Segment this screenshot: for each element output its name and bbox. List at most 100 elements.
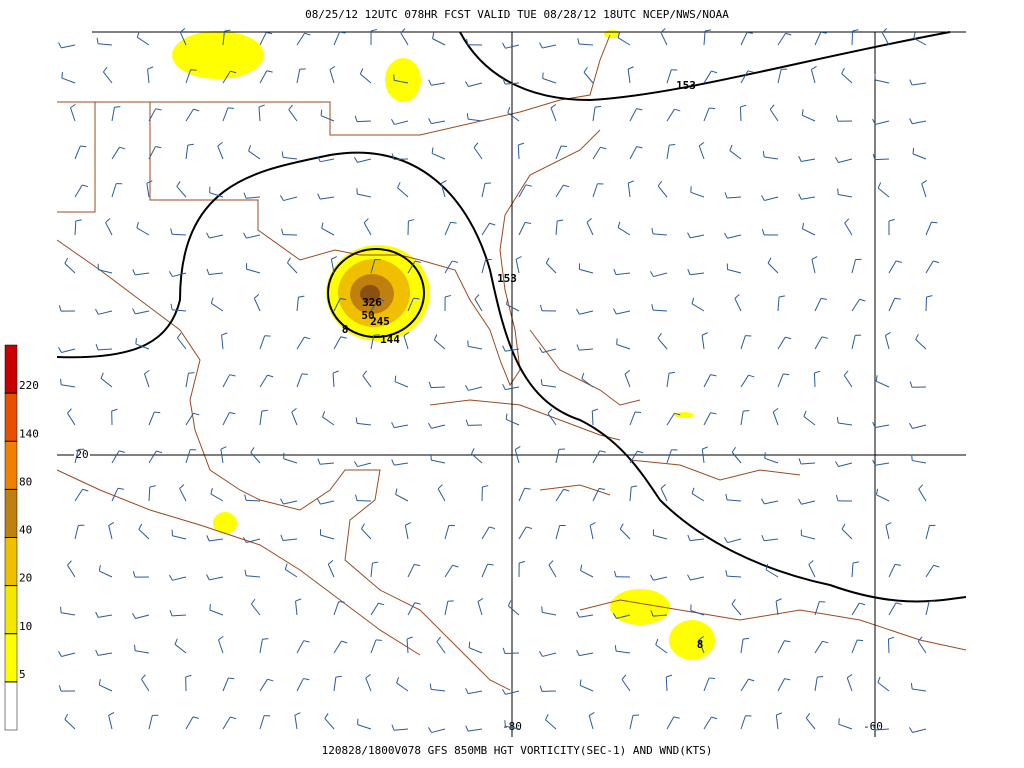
wind-barb-flag bbox=[852, 29, 859, 32]
wind-barb-flag bbox=[917, 636, 923, 642]
wind-barb bbox=[477, 601, 483, 616]
wind-barb-flag bbox=[588, 711, 595, 716]
wind-barb-flag bbox=[365, 673, 371, 679]
wind-barb-flag bbox=[258, 104, 265, 108]
wind-barb bbox=[740, 70, 749, 84]
wind-barb bbox=[579, 614, 594, 618]
wind-barb bbox=[444, 525, 450, 540]
wind-barb bbox=[440, 183, 446, 198]
wind-barb-flag bbox=[281, 151, 284, 158]
wind-barb bbox=[666, 373, 670, 388]
wind-barb-flag bbox=[502, 647, 506, 654]
wind-barb-flag bbox=[156, 450, 163, 454]
wind-barb-flag bbox=[836, 416, 839, 424]
wind-barb-flag bbox=[58, 305, 62, 312]
wind-barb-flag bbox=[471, 448, 475, 454]
wind-barb-flag bbox=[687, 534, 691, 541]
wind-barb-flag bbox=[95, 649, 99, 656]
wind-barb bbox=[431, 424, 446, 429]
wind-barb bbox=[185, 412, 194, 426]
wind-barb bbox=[838, 194, 853, 198]
wind-barb-flag bbox=[687, 232, 691, 239]
wind-barb bbox=[296, 32, 305, 46]
wind-barb-flag bbox=[229, 412, 236, 415]
wind-barb-flag bbox=[154, 411, 161, 414]
wind-barb bbox=[98, 269, 113, 274]
wind-barb bbox=[321, 227, 335, 236]
wind-barb-flag bbox=[70, 103, 76, 109]
wind-barb bbox=[259, 32, 267, 46]
wind-barb-flag bbox=[378, 298, 385, 302]
wind-barb-flag bbox=[217, 141, 223, 147]
wind-barb bbox=[291, 411, 298, 426]
wind-barb-flag bbox=[691, 297, 695, 304]
wind-barb bbox=[105, 222, 113, 236]
wind-barb bbox=[172, 272, 187, 278]
wind-barb-flag bbox=[660, 28, 666, 33]
wind-barb bbox=[690, 538, 705, 542]
wind-barb-flag bbox=[704, 29, 712, 32]
wind-barb-flag bbox=[465, 725, 469, 732]
wind-barb-flag bbox=[473, 142, 479, 148]
wind-barb-flag bbox=[614, 645, 617, 652]
wind-barb bbox=[111, 488, 119, 502]
wind-barb bbox=[912, 153, 927, 160]
wind-barb bbox=[616, 650, 631, 654]
wind-barb-flag bbox=[108, 522, 115, 526]
wind-barb bbox=[542, 44, 557, 49]
coastline bbox=[429, 399, 621, 441]
wind-barb bbox=[250, 452, 261, 464]
wind-barb-flag bbox=[185, 674, 192, 678]
wind-barb-flag bbox=[805, 712, 811, 719]
wind-barb-flag bbox=[525, 526, 533, 529]
wind-barb-flag bbox=[261, 409, 268, 412]
wind-barb bbox=[99, 684, 113, 692]
wind-barb-flag bbox=[466, 113, 469, 120]
wind-barb-flag bbox=[354, 156, 358, 163]
wind-barb-flag bbox=[58, 651, 62, 657]
wind-barb bbox=[851, 30, 854, 46]
wind-barb bbox=[505, 348, 520, 352]
wind-barb-flag bbox=[872, 153, 876, 160]
wind-barb bbox=[888, 298, 896, 312]
wind-barb bbox=[844, 222, 853, 236]
wind-barb-flag bbox=[724, 537, 728, 543]
wind-barb bbox=[64, 719, 76, 730]
color-bar: 5 10 20 40 80 140 220 bbox=[4, 344, 39, 731]
wind-barb-flag bbox=[96, 37, 99, 44]
wind-barb-flag bbox=[918, 484, 924, 490]
wind-barb-flag bbox=[58, 42, 62, 49]
wind-barb bbox=[555, 488, 564, 502]
wind-barb-flag bbox=[355, 494, 358, 501]
color-bar-label: 40 bbox=[19, 524, 32, 537]
wind-barb-flag bbox=[734, 294, 740, 299]
wind-barb bbox=[691, 493, 705, 502]
wind-barb-flag bbox=[539, 42, 543, 49]
wind-barb bbox=[74, 449, 79, 464]
wind-barb bbox=[209, 272, 224, 276]
wind-barb-flag bbox=[64, 257, 69, 264]
wind-barb bbox=[505, 725, 520, 730]
wind-barb bbox=[397, 187, 409, 198]
wind-barb bbox=[320, 500, 335, 505]
wind-barb bbox=[616, 272, 631, 276]
wind-barb-flag bbox=[408, 219, 415, 222]
wind-barb bbox=[805, 717, 816, 730]
wind-barb bbox=[259, 639, 263, 654]
wind-barb-flag bbox=[108, 712, 115, 716]
wind-barb-flag bbox=[577, 38, 580, 45]
wind-barb-flag bbox=[515, 256, 522, 260]
wind-barb-flag bbox=[888, 636, 895, 640]
wind-barb-flag bbox=[821, 336, 828, 339]
wind-barb bbox=[918, 488, 927, 502]
wind-barb bbox=[690, 576, 705, 581]
wind-barb bbox=[209, 609, 224, 616]
wind-barb-flag bbox=[613, 613, 617, 619]
wind-barb-flag bbox=[725, 570, 728, 577]
wind-barb bbox=[431, 120, 446, 125]
wind-barb bbox=[518, 487, 526, 502]
wind-barb bbox=[357, 422, 372, 426]
wind-barb bbox=[542, 611, 557, 616]
vorticity-area bbox=[172, 31, 264, 79]
wind-barb bbox=[333, 336, 342, 350]
